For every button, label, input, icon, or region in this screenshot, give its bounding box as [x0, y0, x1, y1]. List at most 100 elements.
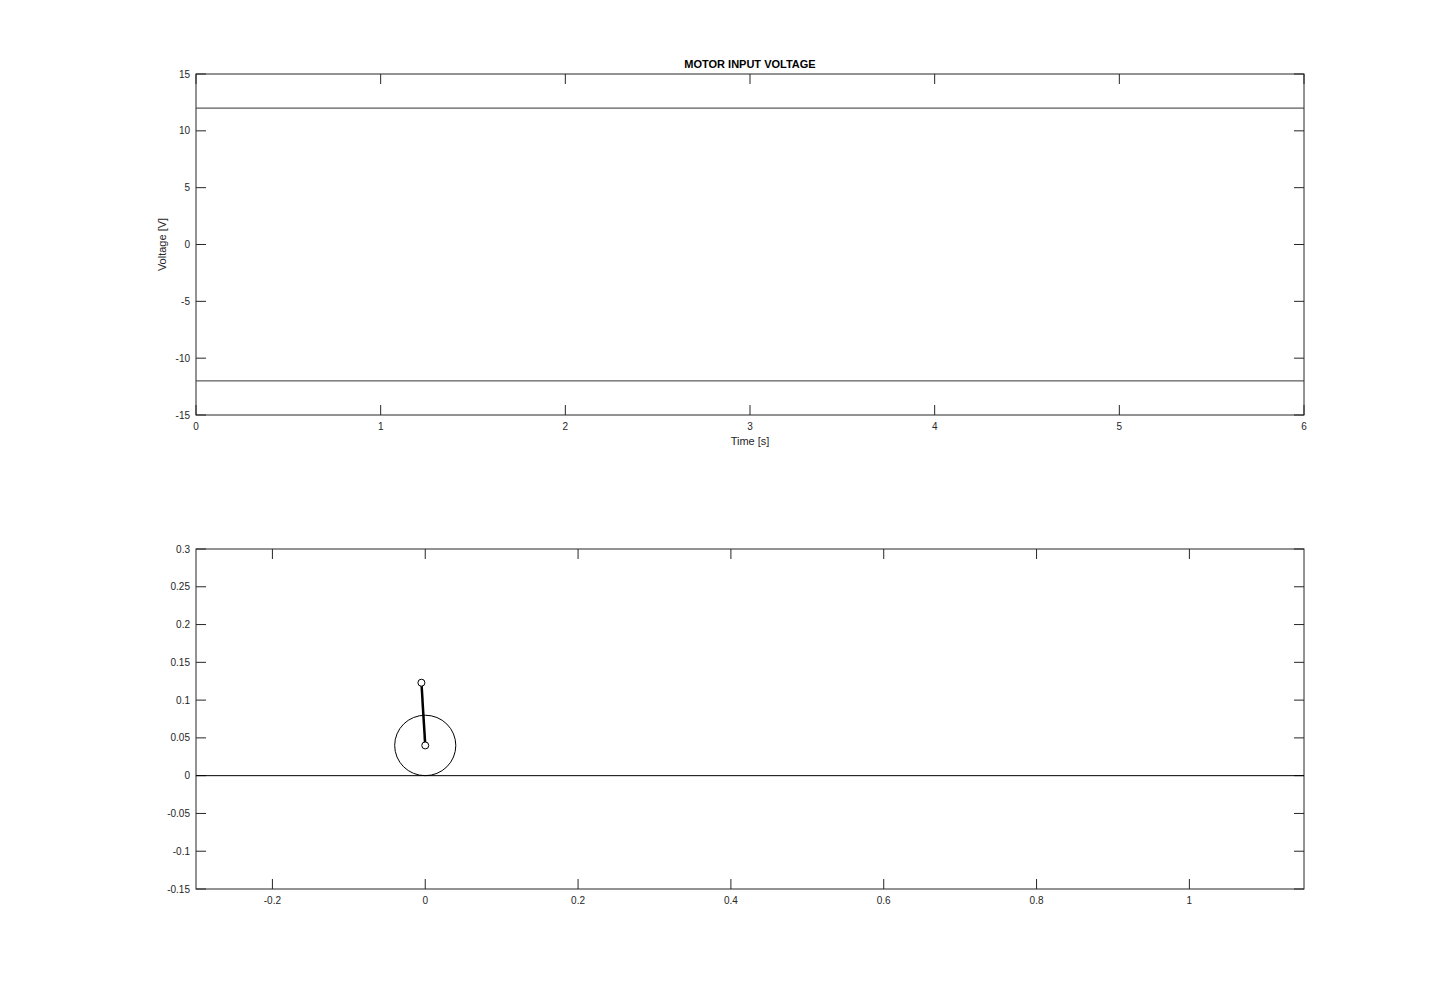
series-line — [196, 775, 1304, 776]
series-line — [196, 108, 1304, 109]
x-tick-label: -0.2 — [264, 895, 282, 906]
y-tick — [196, 889, 206, 890]
x-tick-label: 0.2 — [571, 895, 585, 906]
x-tick — [730, 879, 731, 889]
y-tick-label: 0.2 — [176, 619, 190, 630]
x-tick-label: 0 — [422, 895, 428, 906]
series-line — [421, 683, 425, 746]
x-tick — [272, 549, 273, 559]
y-tick — [1294, 851, 1304, 852]
y-tick — [196, 130, 206, 131]
x-tick — [1036, 879, 1037, 889]
y-tick-label: 0.1 — [176, 695, 190, 706]
axes: 0 1 2 3 4 5 6 -15 -10 -5 0 5 10 15 MOTOR INPUT VOLTAGE… — [156, 58, 1307, 447]
plot-frame — [196, 74, 1304, 415]
y-tick-label: -0.1 — [173, 846, 191, 857]
y-tick-label: 5 — [184, 182, 190, 193]
y-tick — [1294, 130, 1304, 131]
y-axis-label: Voltage [V] — [156, 218, 168, 271]
series-marker — [418, 679, 425, 686]
x-tick — [1189, 879, 1190, 889]
x-tick — [425, 549, 426, 559]
y-tick — [1294, 358, 1304, 359]
x-tick — [425, 879, 426, 889]
y-tick-label: 10 — [179, 125, 191, 136]
y-tick — [196, 415, 206, 416]
x-tick — [934, 405, 935, 415]
data-layer — [196, 108, 1304, 381]
x-tick — [565, 405, 566, 415]
y-tick — [1294, 700, 1304, 701]
y-tick — [1294, 889, 1304, 890]
y-tick — [1294, 301, 1304, 302]
x-tick — [730, 549, 731, 559]
y-tick — [196, 737, 206, 738]
x-tick — [934, 74, 935, 84]
y-tick-label: 0 — [184, 239, 190, 250]
y-tick — [1294, 244, 1304, 245]
wheel — [395, 715, 456, 775]
y-tick — [196, 74, 206, 75]
y-tick-label: 0.15 — [171, 657, 191, 668]
x-tick-label: 0.8 — [1030, 895, 1044, 906]
y-tick — [1294, 187, 1304, 188]
y-tick-label: 15 — [179, 69, 191, 80]
plot-frame — [196, 549, 1304, 889]
x-tick — [380, 405, 381, 415]
x-axis-label: Time [s] — [731, 435, 770, 447]
y-tick — [196, 244, 206, 245]
y-tick-label: 0.25 — [171, 581, 191, 592]
y-tick — [196, 851, 206, 852]
x-tick — [196, 74, 197, 84]
y-tick — [196, 301, 206, 302]
title: MOTOR INPUT VOLTAGE — [684, 58, 815, 70]
y-tick-label: -0.15 — [167, 884, 190, 895]
x-tick — [380, 74, 381, 84]
y-tick — [196, 624, 206, 625]
figure: 0123456-15-10-5051015MOTOR INPUT VOLTAGE… — [0, 0, 1450, 1000]
x-tick — [1304, 405, 1305, 415]
y-tick — [1294, 586, 1304, 587]
y-tick — [196, 662, 206, 663]
y-tick-label: -15 — [176, 410, 191, 421]
y-tick-label: -5 — [181, 296, 190, 307]
series-marker — [422, 742, 429, 749]
x-tick — [272, 879, 273, 889]
x-tick — [1119, 74, 1120, 84]
x-tick-label: 5 — [1117, 421, 1123, 432]
x-tick — [578, 879, 579, 889]
x-tick-label: 1 — [378, 421, 384, 432]
x-tick-label: 0.6 — [877, 895, 891, 906]
y-tick — [1294, 737, 1304, 738]
x-tick — [565, 74, 566, 84]
axes: -0.2 0 0.2 0.4 0.6 0.8 1 -0.15 -0.1 -0.05 0 0.05 0.1… — [167, 544, 1304, 907]
x-tick-label: 6 — [1301, 421, 1307, 432]
x-tick-label: 1 — [1187, 895, 1193, 906]
x-tick — [883, 549, 884, 559]
y-tick — [196, 549, 206, 550]
y-tick — [1294, 662, 1304, 663]
x-tick-label: 0.4 — [724, 895, 738, 906]
x-tick-label: 3 — [747, 421, 753, 432]
x-tick-label: 0 — [193, 421, 199, 432]
y-tick-label: -0.05 — [167, 808, 190, 819]
y-tick-label: 0 — [184, 770, 190, 781]
x-tick — [750, 405, 751, 415]
y-tick — [1294, 813, 1304, 814]
y-tick — [1294, 624, 1304, 625]
y-tick — [196, 187, 206, 188]
y-tick — [1294, 74, 1304, 75]
y-tick-label: 0.3 — [176, 544, 190, 555]
data-layer — [196, 679, 1304, 775]
y-tick — [1294, 415, 1304, 416]
x-tick — [1036, 549, 1037, 559]
x-tick — [1189, 549, 1190, 559]
x-tick — [196, 405, 197, 415]
x-tick-label: 2 — [563, 421, 569, 432]
series-line — [196, 380, 1304, 381]
y-tick-label: -10 — [176, 353, 191, 364]
y-tick-label: 0.05 — [171, 732, 191, 743]
x-tick-label: 4 — [932, 421, 938, 432]
x-tick — [578, 549, 579, 559]
x-tick — [883, 879, 884, 889]
